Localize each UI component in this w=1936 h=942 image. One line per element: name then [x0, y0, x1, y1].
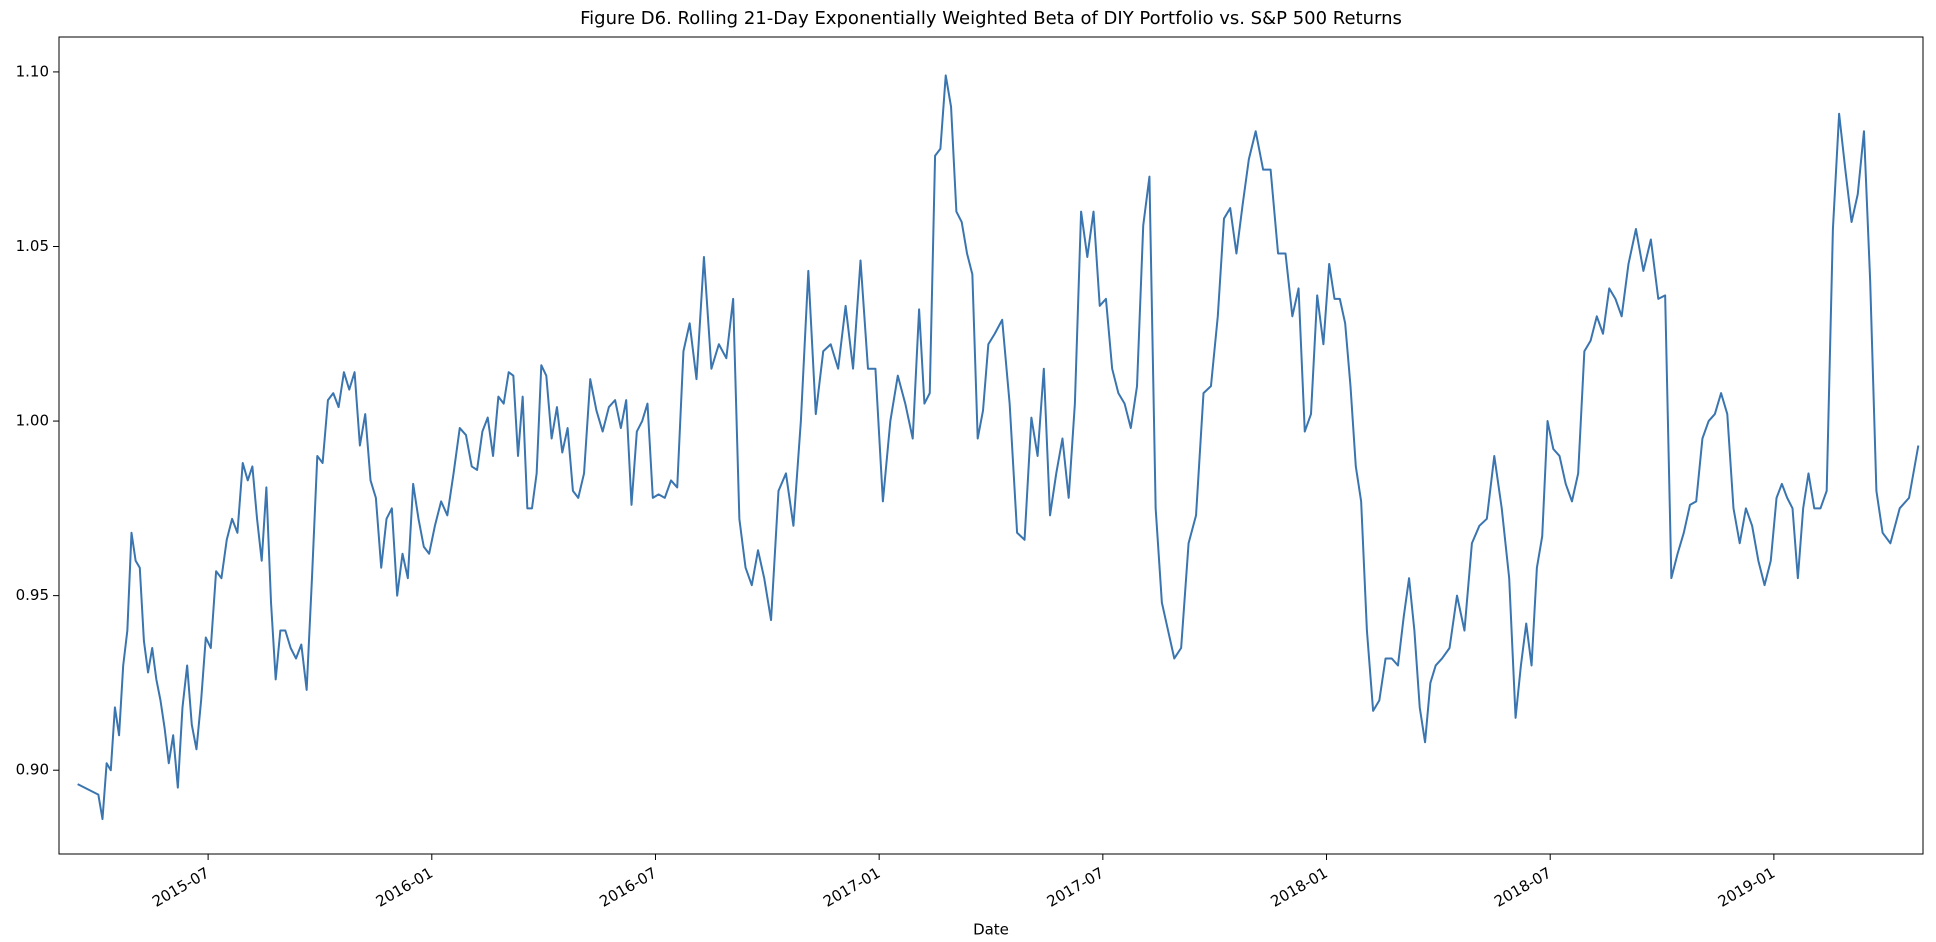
y-tick-label: 0.95: [16, 586, 49, 604]
line-series: [77, 74, 1920, 821]
x-tick-label: 2017-01: [820, 864, 883, 911]
plot-frame: [58, 36, 1924, 855]
chart-title: Figure D6. Rolling 21-Day Exponentially …: [580, 8, 1402, 29]
x-axis-label: Date: [973, 921, 1009, 939]
y-tick-label: 1.00: [16, 412, 49, 430]
x-tick-label: 2015-07: [149, 864, 212, 911]
x-tick-label: 2018-07: [1491, 864, 1554, 911]
y-tick-label: 1.05: [16, 237, 49, 255]
x-tick-label: 2016-01: [373, 864, 436, 911]
x-tick-label: 2018-01: [1267, 864, 1330, 911]
y-tick-label: 0.90: [16, 761, 49, 779]
x-tick-label: 2019-01: [1715, 864, 1778, 911]
x-tick-label: 2016-07: [596, 864, 659, 911]
y-tick-label: 1.10: [16, 62, 49, 80]
x-tick-label: 2017-07: [1044, 864, 1107, 911]
